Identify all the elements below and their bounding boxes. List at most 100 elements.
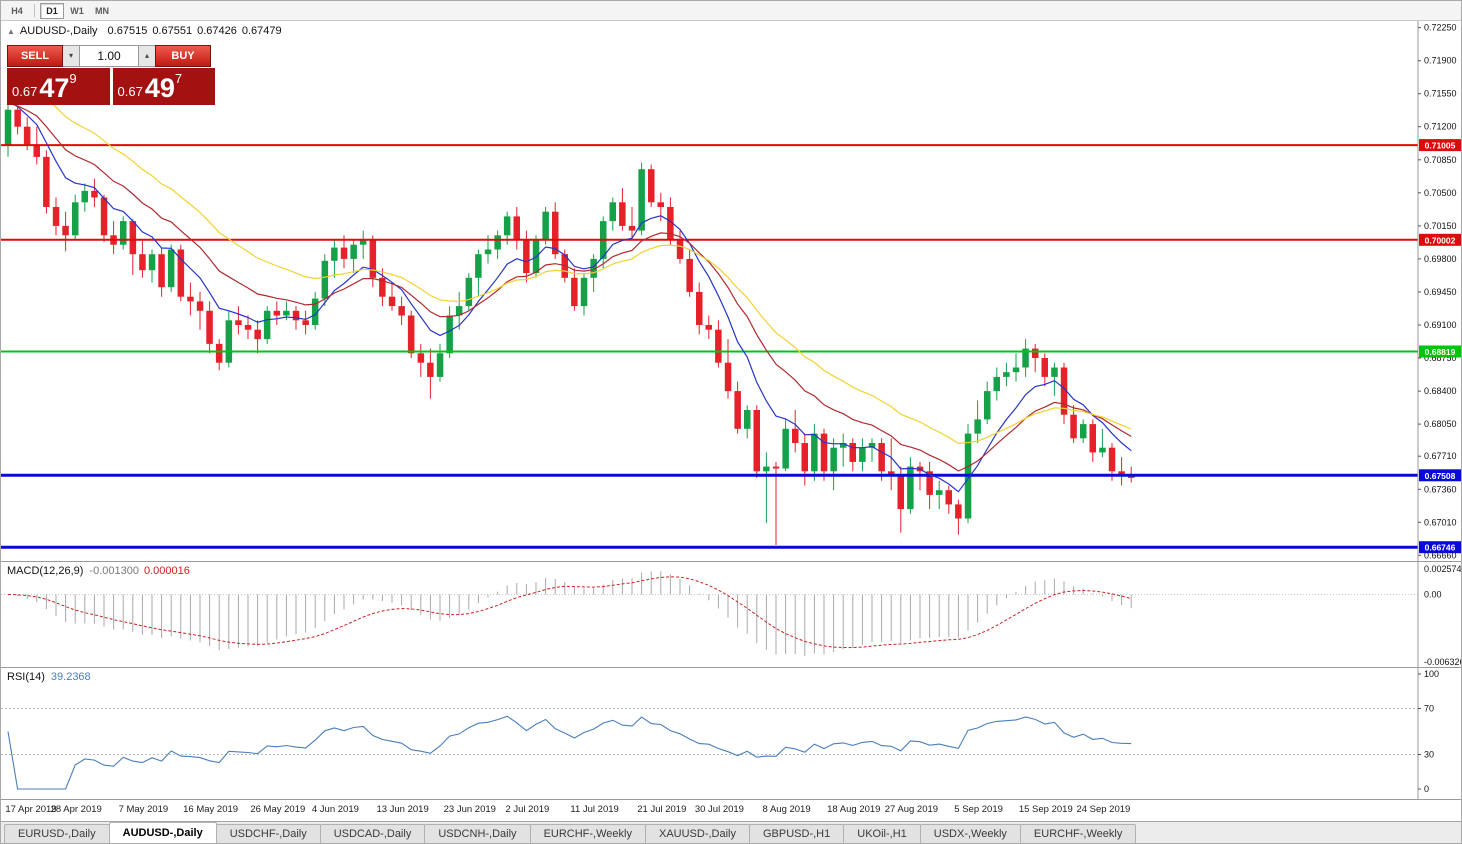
svg-text:0.71550: 0.71550 xyxy=(1424,89,1457,99)
chart-tabs-bar: EURUSD-,Daily AUDUSD-,Daily USDCHF-,Daily U… xyxy=(1,821,1461,843)
volume-step-down-button[interactable]: ▾ xyxy=(63,45,79,67)
time-axis-label: 28 Apr 2019 xyxy=(50,804,102,815)
sell-button[interactable]: SELL xyxy=(7,45,63,67)
svg-text:100: 100 xyxy=(1424,669,1439,679)
horizontal-level-lines[interactable] xyxy=(1,144,1418,549)
buy-price-display[interactable]: 0.67 49 7 xyxy=(112,68,215,105)
price-chart-canvas[interactable]: 0.72250 0.71900 0.71550 0.71200 0.70850 0.705… xyxy=(1,21,1461,561)
svg-text:0.71200: 0.71200 xyxy=(1424,122,1457,132)
timeframe-toolbar: H4 D1 W1 MN xyxy=(1,1,1461,21)
chart-tab-eurusd-daily[interactable]: EURUSD-,Daily xyxy=(4,824,110,843)
svg-text:0.70150: 0.70150 xyxy=(1424,221,1457,231)
svg-text:0.68050: 0.68050 xyxy=(1424,419,1457,429)
timeframe-button-mn[interactable]: MN xyxy=(90,3,114,19)
time-axis-label: 11 Jul 2019 xyxy=(570,804,619,815)
svg-text:0: 0 xyxy=(1424,784,1429,794)
chart-marker-icon: ▲ xyxy=(7,26,15,36)
buy-price-prefix: 0.67 xyxy=(117,84,143,99)
chart-tab-usdcad-daily[interactable]: USDCAD-,Daily xyxy=(319,824,426,843)
chart-tab-xauusd-daily[interactable]: XAUUSD-,Daily xyxy=(644,824,750,843)
time-axis-label: 30 Jul 2019 xyxy=(694,804,744,815)
rsi-label: RSI(14) 39.2368 xyxy=(7,671,91,683)
time-axis-label: 18 Aug 2019 xyxy=(827,804,881,815)
rsi-canvas[interactable]: 100 70 30 0 xyxy=(1,668,1461,799)
svg-text:0.72250: 0.72250 xyxy=(1424,23,1457,33)
svg-text:0.68400: 0.68400 xyxy=(1424,386,1457,396)
chart-symbol-label: AUDUSD-,Daily xyxy=(19,25,98,37)
svg-text:0.69100: 0.69100 xyxy=(1424,320,1457,330)
buy-button[interactable]: BUY xyxy=(155,45,211,67)
time-axis-label: 4 Jun 2019 xyxy=(311,804,359,815)
buy-price-big-digits: 49 xyxy=(144,73,175,104)
chart-title: ▲ AUDUSD-,Daily 0.67515 0.67551 0.67426 0.6… xyxy=(7,25,282,37)
rsi-level-lines xyxy=(1,708,1418,755)
trade-controls-row: SELL ▾ ▴ BUY xyxy=(7,45,215,67)
volume-step-up-button[interactable]: ▴ xyxy=(139,45,155,67)
svg-text:0.67508: 0.67508 xyxy=(1425,471,1456,481)
time-axis-label: 2 Jul 2019 xyxy=(505,804,550,815)
svg-text:0.67710: 0.67710 xyxy=(1424,451,1457,461)
chart-tab-ukoil-h1[interactable]: UKOil-,H1 xyxy=(843,824,921,843)
svg-text:30: 30 xyxy=(1424,750,1434,760)
chart-tab-gbpusd-h1[interactable]: GBPUSD-,H1 xyxy=(749,824,845,843)
rsi-indicator-panel[interactable]: RSI(14) 39.2368 100 70 30 0 xyxy=(1,667,1461,799)
time-axis-label: 15 Sep 2019 xyxy=(1018,804,1073,815)
svg-text:0.71005: 0.71005 xyxy=(1425,141,1456,151)
time-axis-label: 21 Jul 2019 xyxy=(637,804,687,815)
time-axis-label: 24 Sep 2019 xyxy=(1076,804,1131,815)
time-axis-label: 13 Jun 2019 xyxy=(376,804,429,815)
time-axis[interactable]: 17 Apr 2019 28 Apr 2019 7 May 2019 16 May 2… xyxy=(1,799,1461,821)
svg-text:0.69800: 0.69800 xyxy=(1424,254,1457,264)
trade-prices-row: 0.67 47 9 0.67 49 7 xyxy=(7,68,215,105)
svg-text:-0.0063260: -0.0063260 xyxy=(1424,657,1461,667)
svg-text:0.70500: 0.70500 xyxy=(1424,188,1457,198)
timeframe-button-w1[interactable]: W1 xyxy=(65,3,89,19)
chart-tab-usdchf-daily[interactable]: USDCHF-,Daily xyxy=(215,824,321,843)
sell-price-big-digits: 47 xyxy=(39,73,70,104)
buy-price-pip-digit: 7 xyxy=(174,71,183,86)
toolbar-separator xyxy=(34,4,35,17)
sell-price-display[interactable]: 0.67 47 9 xyxy=(7,68,110,105)
sell-price-prefix: 0.67 xyxy=(12,84,38,99)
chart-tab-usdx-weekly[interactable]: USDX-,Weekly xyxy=(919,824,1021,843)
time-axis-label: 27 Aug 2019 xyxy=(884,804,939,815)
svg-text:70: 70 xyxy=(1424,704,1434,714)
time-axis-label: 16 May 2019 xyxy=(183,804,239,815)
svg-text:0.69450: 0.69450 xyxy=(1424,287,1457,297)
chart-tab-audusd-daily[interactable]: AUDUSD-,Daily xyxy=(108,822,217,843)
chart-tab-eurchf-weekly[interactable]: EURCHF-,Weekly xyxy=(1019,824,1137,843)
macd-histogram xyxy=(17,571,1132,656)
timeframe-button-h4[interactable]: H4 xyxy=(5,3,29,19)
time-axis-label: 26 May 2019 xyxy=(250,804,306,815)
chart-tab-eurchf-weekly[interactable]: EURCHF-,Weekly xyxy=(529,824,646,843)
svg-text:0.68750: 0.68750 xyxy=(1424,353,1457,363)
chart-tab-usdcnh-daily[interactable]: USDCNH-,Daily xyxy=(424,824,531,843)
volume-input[interactable] xyxy=(79,45,139,67)
rsi-scale: 100 70 30 0 xyxy=(1417,668,1439,799)
svg-text:0.68819: 0.68819 xyxy=(1425,347,1456,357)
price-scale[interactable]: 0.72250 0.71900 0.71550 0.71200 0.70850 0.705… xyxy=(1417,21,1461,561)
time-axis-label: 23 Jun 2019 xyxy=(443,804,496,815)
time-axis-label: 8 Aug 2019 xyxy=(762,804,811,815)
macd-signal-line xyxy=(7,576,1132,649)
svg-text:0.00: 0.00 xyxy=(1424,590,1442,600)
sell-price-pip-digit: 9 xyxy=(69,71,77,86)
svg-text:0.70002: 0.70002 xyxy=(1425,235,1456,245)
one-click-trade-panel: SELL ▾ ▴ BUY 0.67 47 9 0.67 49 7 xyxy=(7,45,215,105)
svg-text:0.71900: 0.71900 xyxy=(1424,56,1457,66)
macd-indicator-panel[interactable]: MACD(12,26,9) -0.001300 0.000016 0.002574 0… xyxy=(1,561,1461,667)
svg-text:0.67010: 0.67010 xyxy=(1424,517,1457,527)
timeframe-button-d1[interactable]: D1 xyxy=(40,2,64,19)
chart-ohlc-values: 0.67515 0.67551 0.67426 0.67479 xyxy=(107,25,282,37)
rsi-line xyxy=(7,715,1132,790)
svg-text:0.67360: 0.67360 xyxy=(1424,484,1457,494)
svg-text:0.66746: 0.66746 xyxy=(1425,543,1456,553)
time-axis-label: 5 Sep 2019 xyxy=(954,804,1003,815)
moving-average-lines xyxy=(7,74,1132,493)
time-axis-label: 7 May 2019 xyxy=(118,804,169,815)
macd-label: MACD(12,26,9) -0.001300 0.000016 xyxy=(7,565,190,577)
main-price-chart-panel[interactable]: ▲ AUDUSD-,Daily 0.67515 0.67551 0.67426 0.6… xyxy=(1,21,1461,561)
svg-text:0.66660: 0.66660 xyxy=(1424,550,1457,560)
